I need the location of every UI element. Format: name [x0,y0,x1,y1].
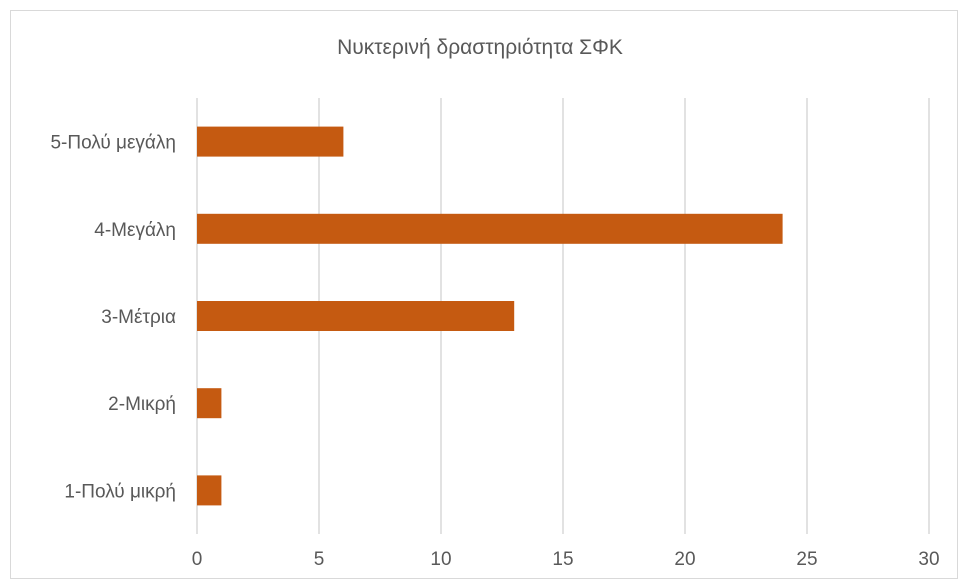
chart-frame [10,10,958,579]
x-tick-label-20: 20 [674,549,695,570]
x-tick-label-10: 10 [430,549,451,570]
bars [197,126,783,506]
category-label-5: 1-Πολύ μικρή [64,481,176,502]
category-label-2: 4-Μεγάλη [94,220,176,241]
x-tick-label-25: 25 [796,549,817,570]
chart-title: Νυκτερινή δραστηριότητα ΣΦΚ [337,36,623,59]
category-labels: 5-Πολύ μεγάλη 4-Μεγάλη 3-Μέτρια 2-Μικρή 1-Πο… [50,133,176,503]
category-label-4: 2-Μικρή [108,394,176,415]
x-tick-label-30: 30 [918,549,939,570]
bar-1 [197,126,344,157]
bar-2 [197,213,783,244]
bar-3 [197,301,515,331]
category-label-1: 5-Πολύ μεγάλη [50,133,176,154]
x-tick-label-0: 0 [192,549,203,570]
bar-5 [197,475,222,506]
category-label-3: 3-Μέτρια [101,307,176,328]
bar-4 [197,388,222,419]
x-tick-labels: 0 5 10 15 20 25 30 [192,549,940,570]
x-tick-label-15: 15 [552,549,573,570]
x-tick-label-5: 5 [314,549,325,570]
